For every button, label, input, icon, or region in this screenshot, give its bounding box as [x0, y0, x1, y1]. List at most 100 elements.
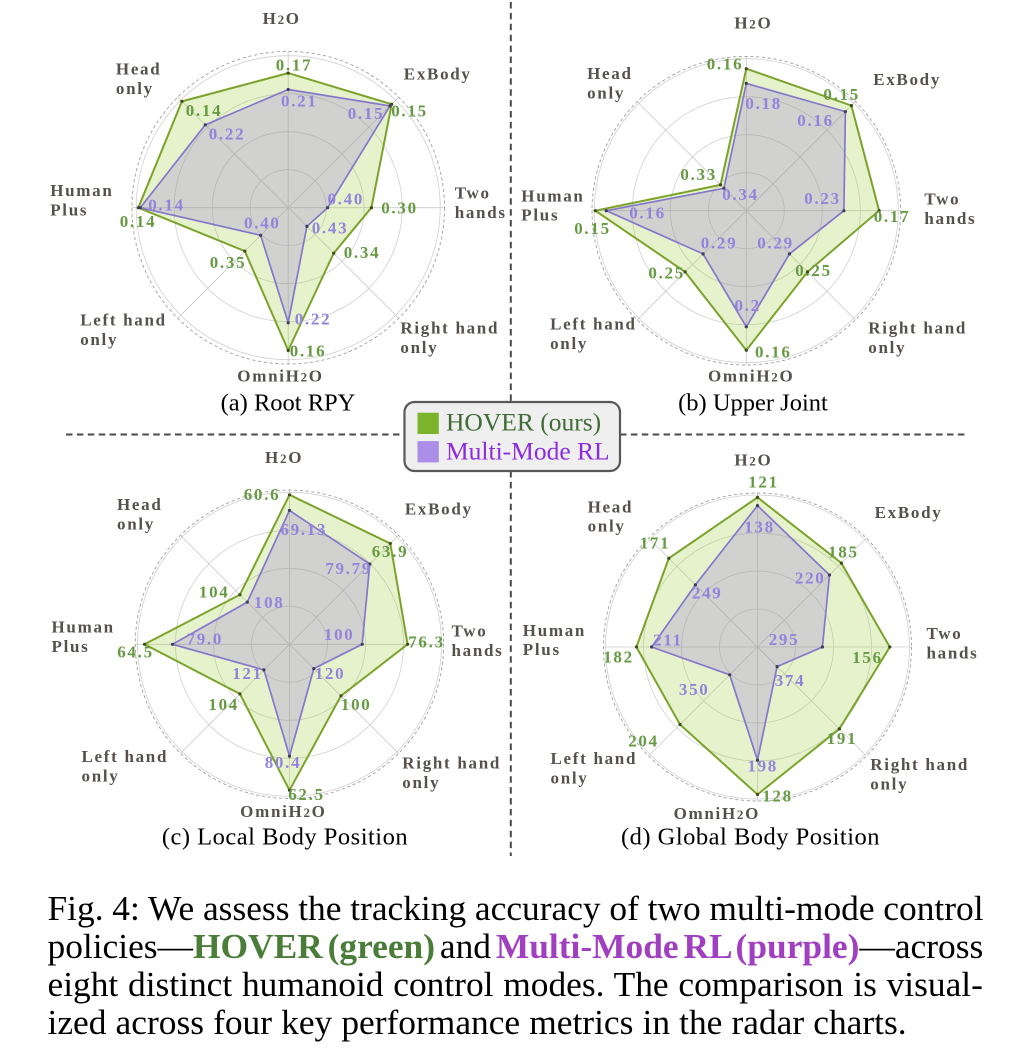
svg-text:ExBody: ExBody	[404, 65, 472, 84]
svg-text:156: 156	[852, 648, 883, 667]
svg-text:Human: Human	[523, 621, 586, 640]
svg-text:OmniH2O: OmniH2O	[674, 804, 760, 823]
svg-text:hands: hands	[924, 209, 976, 228]
svg-text:211: 211	[653, 631, 683, 650]
svg-text:104: 104	[208, 695, 239, 714]
svg-text:0.15: 0.15	[823, 85, 860, 104]
svg-text:138: 138	[744, 518, 775, 537]
svg-text:H2O: H2O	[265, 448, 303, 467]
svg-text:0.22: 0.22	[209, 125, 246, 144]
svg-text:only: only	[588, 517, 626, 536]
svg-text:Plus: Plus	[523, 640, 561, 659]
svg-text:hands: hands	[927, 644, 979, 663]
svg-text:0.40: 0.40	[328, 190, 365, 209]
svg-text:Plus: Plus	[521, 206, 559, 225]
svg-text:ExBody: ExBody	[873, 70, 941, 89]
svg-text:0.16: 0.16	[755, 343, 792, 362]
svg-text:only: only	[551, 768, 589, 787]
svg-text:0.17: 0.17	[874, 207, 911, 226]
svg-text:Two: Two	[452, 621, 488, 640]
svg-text:only: only	[402, 773, 440, 792]
svg-text:OmniH2O: OmniH2O	[708, 367, 794, 386]
svg-text:Right hand: Right hand	[870, 755, 969, 774]
svg-text:0.21: 0.21	[281, 91, 318, 110]
svg-text:0.15: 0.15	[574, 219, 611, 238]
svg-text:198: 198	[747, 756, 778, 775]
svg-text:64.5: 64.5	[117, 643, 154, 662]
svg-text:ExBody: ExBody	[875, 503, 943, 522]
svg-text:69.13: 69.13	[280, 520, 327, 539]
svg-text:108: 108	[254, 593, 285, 612]
svg-text:hands: hands	[455, 203, 507, 222]
svg-text:76.3: 76.3	[408, 633, 445, 652]
svg-text:171: 171	[640, 534, 671, 553]
svg-text:Two: Two	[927, 624, 963, 643]
svg-text:374: 374	[775, 671, 806, 690]
svg-text:204: 204	[628, 732, 659, 751]
svg-text:Two: Two	[924, 189, 960, 208]
svg-text:80.4: 80.4	[265, 753, 302, 772]
svg-text:0.22: 0.22	[295, 310, 332, 329]
svg-text:0.34: 0.34	[344, 243, 381, 262]
svg-text:ExBody: ExBody	[405, 500, 473, 519]
svg-text:121: 121	[748, 473, 779, 492]
svg-text:(d) Global Body Position: (d) Global Body Position	[621, 824, 880, 851]
svg-text:Head: Head	[587, 64, 633, 83]
svg-text:H2O: H2O	[734, 14, 772, 33]
svg-text:Right hand: Right hand	[868, 319, 967, 338]
svg-text:0.30: 0.30	[381, 199, 418, 218]
svg-text:0.35: 0.35	[210, 253, 247, 272]
svg-text:0.2: 0.2	[735, 296, 761, 315]
svg-text:0.14: 0.14	[186, 101, 223, 120]
svg-text:0.34: 0.34	[722, 185, 759, 204]
svg-text:0.14: 0.14	[120, 212, 157, 231]
svg-text:hands: hands	[452, 641, 504, 660]
svg-text:249: 249	[692, 584, 723, 603]
svg-text:OmniH2O: OmniH2O	[237, 367, 323, 386]
svg-text:100: 100	[324, 625, 355, 644]
svg-text:Left hand: Left hand	[80, 311, 167, 330]
svg-text:0.14: 0.14	[148, 196, 185, 215]
svg-text:(c) Local Body Position: (c) Local Body Position	[162, 824, 408, 851]
svg-text:only: only	[116, 79, 154, 98]
svg-text:0.16: 0.16	[290, 342, 327, 361]
svg-text:Plus: Plus	[52, 637, 90, 656]
svg-text:104: 104	[199, 583, 230, 602]
svg-text:Left hand: Left hand	[551, 749, 638, 768]
svg-text:63.9: 63.9	[372, 542, 409, 561]
svg-text:Human: Human	[52, 618, 115, 637]
svg-text:only: only	[400, 338, 438, 357]
svg-text:120: 120	[315, 664, 346, 683]
svg-text:121: 121	[232, 664, 263, 683]
svg-text:62.5: 62.5	[288, 785, 325, 804]
svg-text:H2O: H2O	[734, 451, 772, 470]
svg-text:0.18: 0.18	[745, 94, 782, 113]
svg-text:only: only	[82, 767, 120, 786]
svg-text:only: only	[117, 515, 155, 534]
svg-text:Head: Head	[116, 60, 162, 79]
svg-text:Right hand: Right hand	[400, 319, 499, 338]
svg-text:Head: Head	[117, 495, 163, 514]
svg-text:0.25: 0.25	[795, 261, 832, 280]
svg-text:185: 185	[828, 543, 859, 562]
svg-text:0.43: 0.43	[312, 219, 349, 238]
svg-text:182: 182	[603, 648, 634, 667]
svg-text:OmniH2O: OmniH2O	[240, 802, 326, 821]
svg-text:only: only	[587, 84, 625, 103]
svg-text:(a) Root RPY: (a) Root RPY	[221, 389, 356, 416]
svg-text:350: 350	[679, 680, 710, 699]
svg-text:0.15: 0.15	[348, 104, 385, 123]
svg-text:0.15: 0.15	[391, 102, 428, 121]
svg-text:0.29: 0.29	[757, 234, 794, 253]
svg-text:only: only	[80, 330, 118, 349]
svg-text:Human: Human	[521, 186, 584, 205]
svg-text:0.16: 0.16	[707, 54, 744, 73]
svg-text:H2O: H2O	[263, 9, 301, 28]
svg-text:Plus: Plus	[50, 200, 88, 219]
svg-text:0.40: 0.40	[244, 214, 281, 233]
svg-text:(b) Upper Joint: (b) Upper Joint	[678, 390, 828, 417]
svg-text:Left hand: Left hand	[82, 747, 169, 766]
svg-text:0.16: 0.16	[797, 111, 834, 130]
svg-text:0.16: 0.16	[629, 204, 666, 223]
svg-text:only: only	[868, 338, 906, 357]
